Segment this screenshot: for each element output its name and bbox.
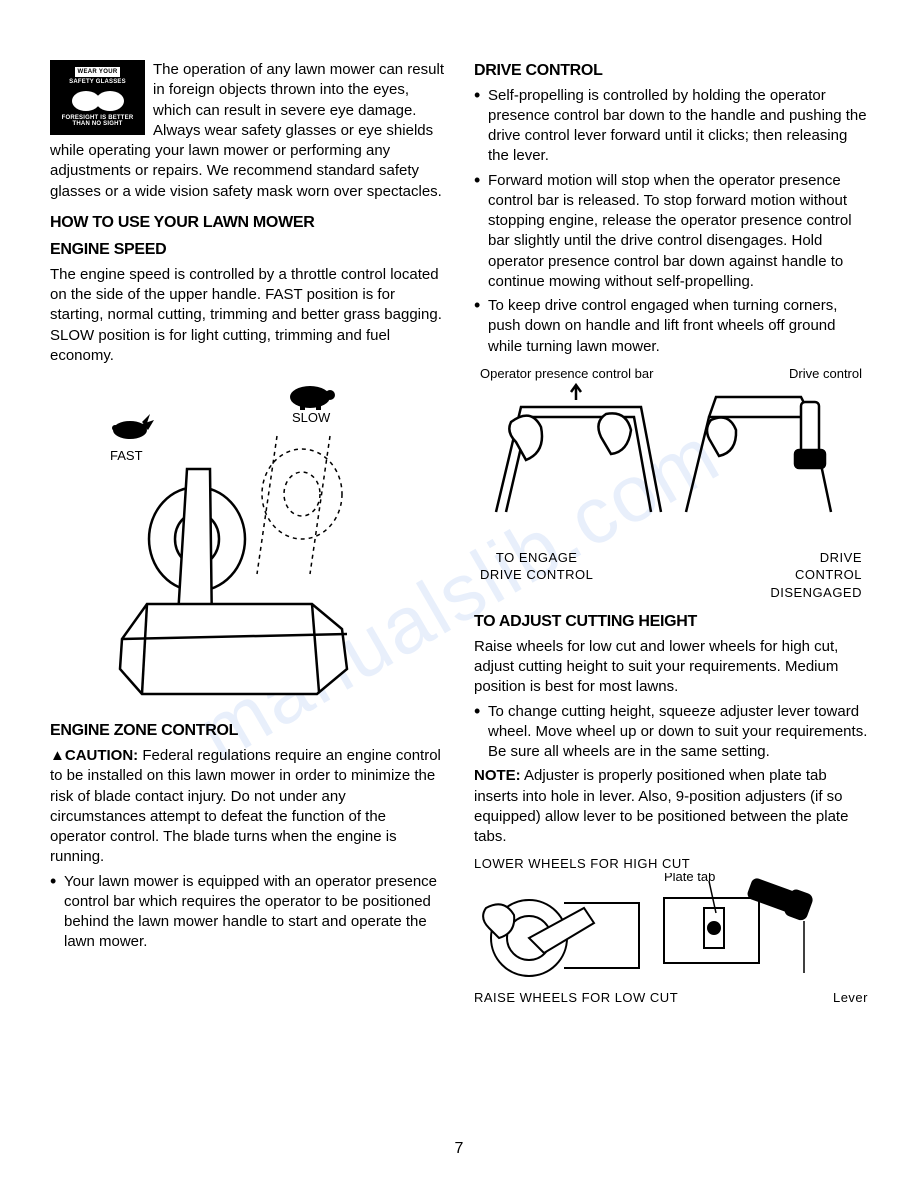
throttle-diagram: SLOW FAST — [50, 374, 444, 710]
howto-heading: HOW TO USE YOUR LAWN MOWER — [50, 212, 444, 234]
adjust-bullet-1: To change cutting height, squeeze adjust… — [488, 702, 868, 763]
fig1-bl-line1: TO ENGAGE — [480, 549, 593, 567]
fast-label: FAST — [110, 448, 143, 463]
caution-paragraph: ▲CAUTION: Federal regulations require an… — [50, 746, 444, 868]
caution-text: Federal regulations require an engine co… — [50, 747, 441, 865]
safety-glasses-badge: WEAR YOUR SAFETY GLASSES FORESIGHT IS BE… — [50, 60, 145, 135]
fig2-lever-label: Lever — [833, 989, 868, 1007]
zone-bullet-item: Your lawn mower is equipped with an oper… — [64, 872, 444, 953]
slow-label: SLOW — [292, 410, 331, 425]
note-paragraph: NOTE: Adjuster is properly positioned wh… — [474, 766, 868, 847]
drive-bullet-2: Forward motion will stop when the operat… — [488, 171, 868, 293]
warning-icon: ▲ — [50, 746, 65, 766]
fig1-br-line1: DRIVE — [770, 549, 862, 567]
drive-bullet-list: Self-propelling is controlled by holding… — [474, 86, 868, 357]
adjust-height-heading: TO ADJUST CUTTING HEIGHT — [474, 611, 868, 633]
throttle-svg: SLOW FAST — [92, 374, 402, 704]
drive-bullet-3: To keep drive control engaged when turni… — [488, 296, 868, 357]
fig1-br-line2: CONTROL — [770, 566, 862, 584]
safety-intro-block: WEAR YOUR SAFETY GLASSES FORESIGHT IS BE… — [50, 60, 444, 121]
drive-control-svg — [486, 382, 856, 542]
drive-bullet-1: Self-propelling is controlled by holding… — [488, 86, 868, 167]
caution-label: CAUTION: — [65, 747, 138, 764]
cutting-height-svg: Plate tab — [474, 873, 844, 983]
left-column: WEAR YOUR SAFETY GLASSES FORESIGHT IS BE… — [50, 60, 444, 1015]
two-column-layout: WEAR YOUR SAFETY GLASSES FORESIGHT IS BE… — [50, 60, 868, 1015]
fig1-label-top-left: Operator presence control bar — [480, 365, 653, 383]
drive-control-diagram: Operator presence control bar Drive cont… — [474, 365, 868, 601]
note-text: Adjuster is properly positioned when pla… — [474, 767, 848, 845]
glasses-icon — [68, 90, 128, 112]
engine-zone-heading: ENGINE ZONE CONTROL — [50, 720, 444, 742]
right-column: DRIVE CONTROL Self-propelling is control… — [474, 60, 868, 1015]
drive-control-heading: DRIVE CONTROL — [474, 60, 868, 82]
fig1-bottom-right: DRIVE CONTROL DISENGAGED — [770, 549, 862, 602]
badge-mid-text: SAFETY GLASSES — [69, 78, 126, 86]
fig1-label-top-right: Drive control — [789, 365, 862, 383]
engine-speed-heading: ENGINE SPEED — [50, 239, 444, 261]
page-number: 7 — [455, 1140, 464, 1158]
fig1-br-line3: DISENGAGED — [770, 584, 862, 602]
fig2-top-label: LOWER WHEELS FOR HIGH CUT — [474, 855, 868, 873]
cutting-height-diagram: LOWER WHEELS FOR HIGH CUT — [474, 855, 868, 1006]
badge-top-text: WEAR YOUR — [75, 67, 121, 77]
engine-speed-paragraph: The engine speed is controlled by a thro… — [50, 265, 444, 366]
adjust-paragraph: Raise wheels for low cut and lower wheel… — [474, 637, 868, 698]
fig2-bottom-label: RAISE WHEELS FOR LOW CUT — [474, 989, 678, 1007]
fig1-bottom-left: TO ENGAGE DRIVE CONTROL — [480, 549, 593, 602]
intro-inline-text: The operation of any lawn mower can resu… — [153, 61, 444, 119]
note-label: NOTE: — [474, 767, 521, 784]
plate-tab-label: Plate tab — [664, 873, 715, 884]
adjust-bullet-list: To change cutting height, squeeze adjust… — [474, 702, 868, 763]
zone-bullet-list: Your lawn mower is equipped with an oper… — [50, 872, 444, 953]
badge-bottom-text: FORESIGHT IS BETTER THAN NO SIGHT — [53, 115, 142, 128]
fig1-bl-line2: DRIVE CONTROL — [480, 566, 593, 584]
